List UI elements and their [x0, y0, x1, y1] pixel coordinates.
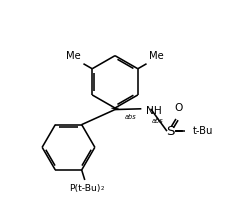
Text: O: O: [174, 103, 183, 114]
Text: abs: abs: [152, 118, 164, 124]
Polygon shape: [111, 108, 119, 110]
Text: Me: Me: [149, 51, 164, 61]
Text: $_2$: $_2$: [99, 184, 104, 193]
Text: P(t-Bu): P(t-Bu): [69, 184, 100, 193]
Text: Me: Me: [66, 51, 81, 61]
Text: t-Bu: t-Bu: [193, 126, 213, 136]
Text: abs: abs: [124, 114, 136, 120]
Text: S: S: [167, 125, 175, 138]
Text: NH: NH: [146, 106, 162, 116]
